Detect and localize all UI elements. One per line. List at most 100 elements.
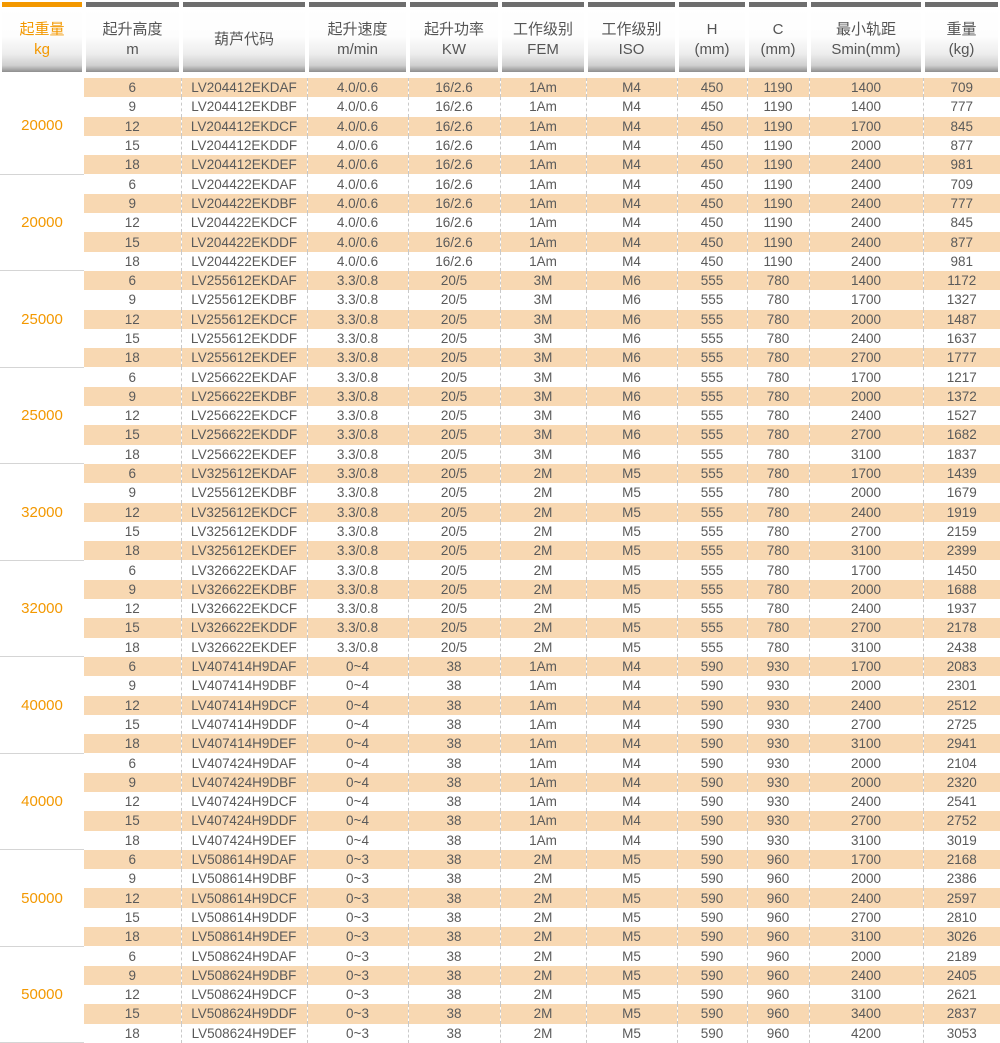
cell-weight: 2621 xyxy=(922,984,1000,1005)
cell-smin: 1700 xyxy=(808,116,923,136)
cell-code: LV508614H9DCF xyxy=(180,888,307,908)
cell-weight: 777 xyxy=(922,193,1000,214)
cell-iso: M4 xyxy=(585,734,677,754)
cell-power: 20/5 xyxy=(407,444,500,464)
cell-code: LV407414H9DDF xyxy=(180,714,307,735)
header-label-line: 葫芦代码 xyxy=(213,30,274,48)
cell-h: 555 xyxy=(676,521,747,542)
cell-h: 590 xyxy=(676,965,747,985)
cell-iso: M5 xyxy=(585,618,677,638)
table-row: 9 LV407424H9DBF 0~4 38 1Am M4 590 930 2000 2320 xyxy=(0,772,1000,792)
cell-fem: 1Am xyxy=(499,791,586,812)
cell-height: 12 xyxy=(84,502,181,522)
cell-iso: M4 xyxy=(585,695,677,715)
cell-code: LV407424H9DAF xyxy=(180,753,307,773)
cell-power: 20/5 xyxy=(407,560,500,580)
cell-h: 450 xyxy=(676,213,747,233)
header-label-line: 工作级别 xyxy=(512,21,573,38)
cell-power: 38 xyxy=(407,830,500,850)
cell-c: 1190 xyxy=(746,232,809,252)
cell-code: LV204422EKDDF xyxy=(180,232,307,252)
table-row: 9 LV256622EKDBF 3.3/0.8 20/5 3M M6 555 780 2000 1… xyxy=(0,386,1000,407)
cell-c: 930 xyxy=(746,772,809,792)
cell-weight: 2752 xyxy=(922,811,1000,831)
cell-height: 15 xyxy=(84,328,181,349)
cell-h: 555 xyxy=(676,560,747,580)
cell-fem: 3M xyxy=(499,290,586,310)
table-body: 20000 6 LV204412EKDAF 4.0/0.6 16/2.6 1Am M4 450… xyxy=(0,78,1000,1043)
cell-speed: 0~3 xyxy=(306,946,408,966)
cell-height: 18 xyxy=(84,541,181,561)
column-header-speed: 起升速度 m/min xyxy=(307,0,408,78)
cell-height: 15 xyxy=(84,618,181,638)
cell-fem: 1Am xyxy=(499,753,586,773)
cell-h: 590 xyxy=(676,984,747,1005)
header-label-line: kg xyxy=(34,40,50,58)
cell-c: 1190 xyxy=(746,174,809,194)
cell-c: 780 xyxy=(746,560,809,580)
cell-smin: 3100 xyxy=(808,984,923,1005)
cell-weight: 1439 xyxy=(922,463,1000,484)
cell-fem: 2M xyxy=(499,907,586,928)
cell-smin: 2400 xyxy=(808,213,923,233)
cell-smin: 2400 xyxy=(808,328,923,349)
header-label-line: 工作级别 xyxy=(601,21,662,38)
cell-iso: M5 xyxy=(585,599,677,619)
cell-h: 590 xyxy=(676,869,747,889)
cell-h: 590 xyxy=(676,695,747,715)
table-row: 9 LV407414H9DBF 0~4 38 1Am M4 590 930 2000 2301 xyxy=(0,676,1000,696)
cell-iso: M6 xyxy=(585,425,677,445)
cell-c: 930 xyxy=(746,791,809,812)
cell-c: 1190 xyxy=(746,251,809,271)
cell-iso: M4 xyxy=(585,676,677,696)
cell-h: 590 xyxy=(676,927,747,947)
cell-fem: 2M xyxy=(499,599,586,619)
cell-height: 18 xyxy=(84,927,181,947)
cell-power: 20/5 xyxy=(407,521,500,542)
cell-iso: M4 xyxy=(585,193,677,214)
cell-weight: 845 xyxy=(922,116,1000,136)
cell-h: 590 xyxy=(676,830,747,850)
header-top-bar xyxy=(2,2,82,7)
cell-smin: 3100 xyxy=(808,927,923,947)
cell-speed: 0~4 xyxy=(306,656,408,677)
cell-power: 16/2.6 xyxy=(407,116,500,136)
cell-h: 555 xyxy=(676,637,747,657)
cell-fem: 3M xyxy=(499,386,586,407)
cell-c: 780 xyxy=(746,328,809,349)
cell-c: 780 xyxy=(746,367,809,387)
cell-c: 960 xyxy=(746,984,809,1005)
header-label-line: KW xyxy=(441,40,467,58)
cell-fem: 2M xyxy=(499,502,586,522)
cell-speed: 0~4 xyxy=(306,830,408,850)
cell-h: 555 xyxy=(676,618,747,638)
cell-power: 38 xyxy=(407,907,500,928)
cell-iso: M4 xyxy=(585,753,677,773)
cell-c: 780 xyxy=(746,579,809,600)
cell-fem: 1Am xyxy=(499,251,586,271)
cell-h: 555 xyxy=(676,270,747,291)
header-top-bar xyxy=(502,2,584,7)
cell-height: 18 xyxy=(84,155,181,175)
cell-code: LV407424H9DEF xyxy=(180,830,307,850)
cell-c: 960 xyxy=(746,946,809,966)
header-label-line: (mm) xyxy=(694,40,730,58)
cell-height: 6 xyxy=(84,174,181,194)
header-top-bar xyxy=(309,2,406,7)
cell-power: 20/5 xyxy=(407,367,500,387)
cell-speed: 3.3/0.8 xyxy=(306,541,408,561)
cell-c: 960 xyxy=(746,907,809,928)
cell-speed: 0~3 xyxy=(306,869,408,889)
cell-code: LV326622EKDEF xyxy=(180,637,307,657)
cell-code: LV326622EKDCF xyxy=(180,599,307,619)
cell-smin: 2400 xyxy=(808,965,923,985)
cell-iso: M5 xyxy=(585,579,677,600)
cell-height: 9 xyxy=(84,193,181,214)
cell-weight: 845 xyxy=(922,213,1000,233)
cell-power: 20/5 xyxy=(407,618,500,638)
cell-fem: 2M xyxy=(499,946,586,966)
cell-height: 12 xyxy=(84,309,181,329)
cell-height: 6 xyxy=(84,946,181,966)
cell-smin: 2700 xyxy=(808,348,923,368)
cell-c: 960 xyxy=(746,1004,809,1024)
